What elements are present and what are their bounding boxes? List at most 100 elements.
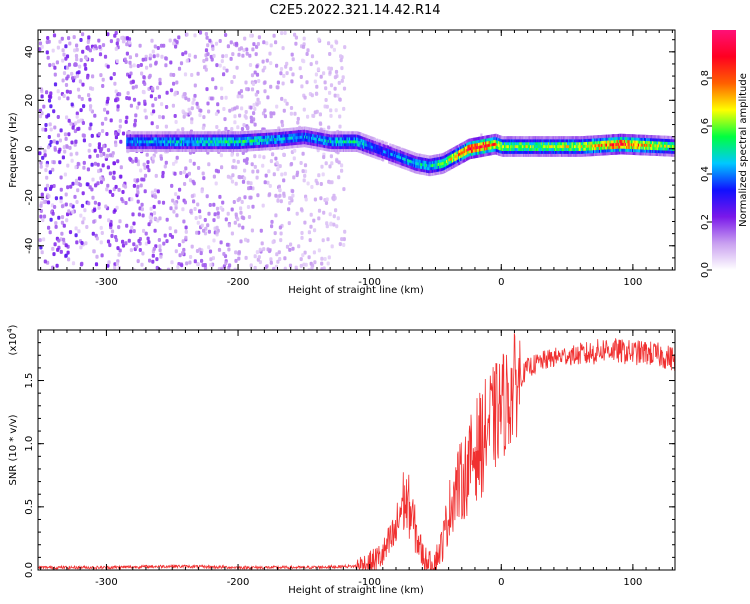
heatmap-cell	[110, 39, 113, 43]
heatmap-cell	[59, 139, 62, 143]
heatmap-cell	[40, 165, 43, 169]
heatmap-cell	[185, 174, 188, 178]
heatmap-cell	[64, 173, 67, 177]
heatmap-cell	[81, 220, 84, 224]
heatmap-cell	[160, 157, 163, 161]
heatmap-cell	[343, 45, 346, 49]
heatmap-cell	[217, 215, 220, 219]
heatmap-cell	[309, 225, 312, 229]
heatmap-cell	[75, 181, 78, 185]
heatmap-cell	[160, 55, 163, 59]
heatmap-cell	[68, 42, 71, 46]
heatmap-cell	[42, 105, 45, 109]
heatmap-cell	[200, 251, 203, 255]
heatmap-cell	[111, 193, 114, 197]
heatmap-cell	[336, 94, 339, 98]
heatmap-cell	[215, 125, 218, 129]
heatmap-cell	[99, 215, 102, 219]
heatmap-cell	[133, 184, 136, 188]
heatmap-cell	[216, 207, 219, 211]
heatmap-cell	[49, 170, 52, 174]
heatmap-cell	[261, 164, 264, 168]
heatmap-cell	[125, 120, 128, 124]
heatmap-cell	[260, 229, 263, 233]
heatmap-cell	[49, 104, 52, 108]
heatmap-cell	[194, 207, 197, 211]
heatmap-cell	[274, 157, 277, 161]
heatmap-cell	[254, 266, 257, 270]
heatmap-cell	[236, 217, 239, 221]
heatmap-cell	[125, 96, 128, 100]
heatmap-cell	[117, 225, 120, 229]
heatmap-cell	[115, 47, 118, 51]
heatmap-cell	[268, 192, 271, 196]
heatmap-cell	[39, 42, 42, 46]
heatmap-cell	[220, 240, 223, 244]
heatmap-cell	[64, 57, 67, 61]
heatmap-cell	[273, 172, 276, 176]
heatmap-cell	[279, 71, 282, 75]
heatmap-cell	[79, 214, 82, 218]
heatmap-cell	[41, 218, 44, 222]
heatmap-cell	[75, 226, 78, 230]
heatmap-cell	[288, 221, 291, 225]
heatmap-cell	[69, 203, 72, 207]
heatmap-cell	[166, 91, 169, 95]
heatmap-cell	[235, 42, 238, 46]
heatmap-cell	[126, 36, 129, 40]
heatmap-cell	[320, 75, 323, 79]
heatmap-cell	[132, 242, 135, 246]
heatmap-cell	[335, 70, 338, 74]
heatmap-cell	[245, 87, 248, 91]
colorbar-ticks: 0.00.20.40.60.8	[700, 70, 712, 278]
heatmap-cell	[114, 235, 117, 239]
heatmap-cell	[240, 106, 243, 110]
heatmap-cell	[303, 221, 306, 225]
heatmap-cell	[49, 122, 52, 126]
heatmap-cell	[299, 66, 302, 70]
heatmap-cell	[152, 254, 155, 258]
heatmap-cell	[226, 243, 229, 247]
heatmap-cell	[339, 54, 342, 58]
heatmap-cell	[221, 59, 224, 63]
heatmap-cell	[94, 162, 97, 166]
heatmap-cell	[75, 152, 78, 156]
heatmap-cell	[279, 238, 282, 242]
heatmap-cell	[172, 82, 175, 86]
heatmap-cell	[154, 229, 157, 233]
heatmap-cell	[182, 109, 185, 113]
heatmap-cell	[230, 40, 233, 44]
heatmap-cell	[62, 155, 65, 159]
heatmap-cell	[314, 80, 317, 84]
heatmap-cell	[56, 248, 59, 252]
heatmap-cell	[230, 153, 233, 157]
heatmap-cell	[242, 180, 245, 184]
heatmap-cell	[77, 127, 80, 131]
heatmap-cell	[194, 259, 197, 263]
heatmap-cell	[162, 242, 165, 246]
heatmap-cell	[60, 199, 63, 203]
heatmap-cell	[128, 61, 131, 65]
heatmap-cell	[216, 226, 219, 230]
heatmap-cell	[237, 257, 240, 261]
heatmap-cell	[243, 169, 246, 173]
heatmap-cell	[105, 132, 108, 136]
heatmap-cell	[313, 260, 316, 264]
heatmap-cell	[276, 85, 279, 89]
heatmap-cell	[87, 93, 90, 97]
heatmap-cell	[273, 34, 276, 38]
heatmap-cell	[154, 195, 157, 199]
heatmap-cell	[81, 32, 84, 36]
heatmap-cell	[88, 143, 91, 147]
heatmap-cell	[313, 228, 316, 232]
heatmap-cell	[174, 45, 177, 49]
heatmap-cell	[330, 45, 333, 49]
heatmap-cell	[136, 178, 139, 182]
heatmap-cell	[57, 133, 60, 137]
heatmap-cell	[47, 145, 50, 149]
heatmap-cell	[94, 183, 97, 187]
heatmap-cell	[342, 243, 345, 247]
heatmap-cell	[136, 191, 139, 195]
heatmap-cell	[237, 94, 240, 98]
